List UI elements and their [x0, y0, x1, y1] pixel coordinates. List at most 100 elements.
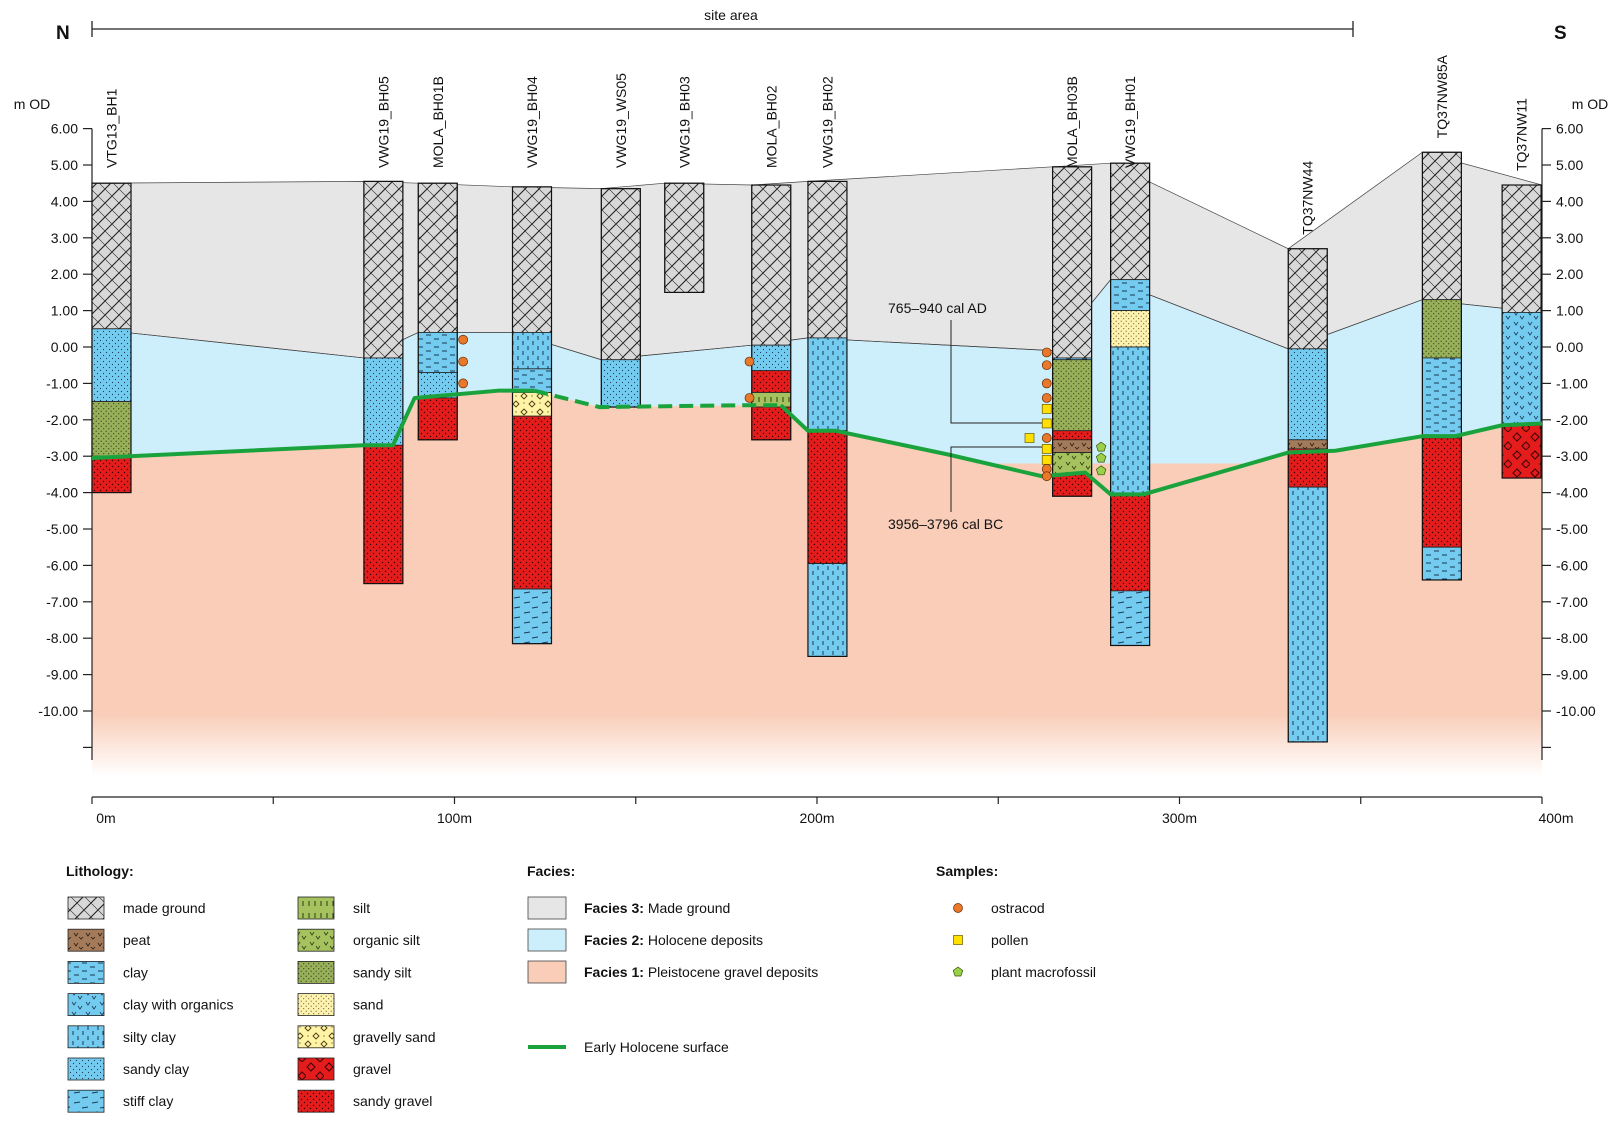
bh-layer-sandy-gravel: [417, 397, 458, 441]
x-tick-label: 0m: [96, 810, 115, 826]
facies-legend-title: Facies:: [527, 863, 575, 879]
date-leader-upper: [950, 320, 1042, 424]
legend-label-plant-macrofossil: plant macrofossil: [991, 964, 1096, 980]
bh-layer-sandy-gravel: [751, 370, 792, 393]
bh-layer-sandy-clay: [600, 359, 641, 408]
left-y-tick-label: -3.00: [46, 448, 78, 464]
sample-ostracod-marker: [1041, 393, 1052, 403]
legend-label-stiff-clay: stiff clay: [123, 1093, 173, 1109]
bh-layer-peat: [1052, 439, 1093, 453]
legend-swatch-stiff-clay: [67, 1089, 105, 1113]
samples: [458, 334, 1107, 482]
right-y-tick-label: -6.00: [1556, 557, 1588, 573]
bh-layer-sandy-clay: [363, 357, 404, 446]
sample-ostracod-marker: [458, 378, 468, 389]
sample-pollen-marker: [1024, 433, 1035, 443]
x-tick-label: 200m: [799, 810, 834, 826]
borehole-TQ37NW11: TQ37NW11: [1501, 98, 1542, 479]
bh-layer-stiff-clay: [512, 588, 552, 645]
right-y-tick-label: -10.00: [1556, 703, 1596, 719]
right-y-tick-label: 6.00: [1556, 121, 1583, 137]
borehole-outline: [511, 186, 553, 645]
legend-swatch-sandy-gravel: [297, 1089, 335, 1113]
surface-legend-label: Early Holocene surface: [584, 1039, 729, 1055]
right-y-tick-label: -4.00: [1556, 485, 1588, 501]
bh-layer-silty-clay: [1110, 346, 1151, 495]
borehole-outline: [1052, 166, 1093, 497]
axes: m OD m OD 6.00 6.00 5.00 5.00 4.00 4.00 3.00 3.…: [14, 96, 1609, 826]
borehole-outline: [417, 182, 458, 441]
left-y-tick-label: 0.00: [51, 339, 78, 355]
sample-ostracod-marker: [744, 393, 755, 403]
bh-layer-made-ground: [751, 184, 792, 346]
surface-line-south: [779, 403, 1543, 497]
borehole-label: VWG19_BH01: [1122, 76, 1138, 168]
bh-layer-sandy-clay: [751, 344, 792, 372]
legend-label-peat: peat: [123, 932, 150, 948]
right-y-tick-label: -8.00: [1556, 630, 1588, 646]
sample-plant-macrofossil-marker: [1095, 452, 1107, 463]
borehole-label: TQ37NW44: [1300, 161, 1316, 235]
right-axis-unit: m OD: [1572, 96, 1609, 112]
right-y-tick-label: -7.00: [1556, 594, 1588, 610]
bh-layer-made-ground: [1287, 248, 1328, 350]
borehole-outline: [751, 184, 792, 441]
legend-label-silty-clay: silty clay: [123, 1029, 176, 1045]
bh-layer-gravelly-sand: [512, 392, 552, 417]
left-y-tick-label: -9.00: [46, 667, 78, 683]
borehole-label: VWG19_WS05: [613, 73, 629, 168]
borehole-MOLA_BH03B: MOLA_BH03B: [1052, 76, 1093, 497]
right-y-tick-label: 1.00: [1556, 303, 1583, 319]
legend-label-sandy-clay: sandy clay: [123, 1061, 189, 1077]
left-y-tick-label: -8.00: [46, 630, 78, 646]
borehole-outline: [1110, 162, 1151, 647]
right-y-tick-label: 2.00: [1556, 266, 1583, 282]
north-label: N: [56, 23, 70, 44]
date-annotation-upper: 765–940 cal AD: [888, 300, 987, 316]
radiocarbon-annotations: 765–940 cal AD 3956–3796 cal BC: [888, 300, 1042, 532]
sample-plant-macrofossil-marker: [1095, 465, 1107, 476]
legend-pollen-icon: [953, 935, 963, 945]
borehole-label: VTG13_BH1: [104, 88, 120, 168]
facies-legend-label: Facies 3: Made ground: [584, 900, 730, 916]
sample-pollen-marker: [1041, 404, 1052, 414]
x-tick-label: 300m: [1162, 810, 1197, 826]
legend-label-sandy-gravel: sandy gravel: [353, 1093, 432, 1109]
legend-swatch-silt: [297, 896, 335, 920]
left-axis-unit: m OD: [14, 96, 51, 112]
bh-layer-sandy-gravel: [807, 430, 848, 564]
borehole-TQ37NW44: TQ37NW44: [1287, 161, 1328, 743]
borehole-outline: [1421, 151, 1462, 581]
sample-plant-macrofossil-marker: [1095, 441, 1107, 452]
samples-legend-title: Samples:: [936, 863, 998, 879]
legend-swatch-made-ground: [67, 896, 105, 920]
legend-label-gravelly-sand: gravelly sand: [353, 1029, 436, 1045]
sample-pollen-marker: [1041, 444, 1052, 454]
x-tick-label: 100m: [437, 810, 472, 826]
legend-swatch-gravel: [297, 1057, 335, 1081]
bh-layer-sandy-gravel: [1052, 473, 1093, 497]
facies-legend: Facies 3: Made ground Facies 2: Holocene …: [527, 896, 818, 984]
lithology-legend-title: Lithology:: [66, 863, 134, 879]
legend-swatch-silty-clay: [67, 1025, 105, 1049]
borehole-MOLA_BH02: MOLA_BH02: [751, 85, 792, 441]
borehole-outline: [664, 182, 705, 293]
bh-layer-peat: [1287, 439, 1328, 450]
date-leader-lower: [950, 446, 1042, 512]
legend-swatch-sandy-silt: [297, 961, 335, 984]
bh-layer-clay: [1421, 546, 1462, 581]
facies-swatch-1: [527, 960, 567, 984]
date-annotation-lower: 3956–3796 cal BC: [888, 516, 1003, 532]
borehole-label: TQ37NW85A: [1434, 54, 1450, 138]
bh-layer-sandy-gravel: [91, 455, 132, 494]
bh-layer-made-ground: [512, 186, 552, 333]
legend-swatch-peat: [67, 928, 105, 952]
left-y-tick-label: -2.00: [46, 412, 78, 428]
legend-label-ostracod: ostracod: [991, 900, 1045, 916]
legend-label-sand: sand: [353, 997, 383, 1013]
bh-layer-sandy-clay: [1287, 348, 1328, 441]
bh-layer-silty-clay: [807, 563, 848, 657]
right-y-tick-label: -9.00: [1556, 667, 1588, 683]
right-y-tick-label: 0.00: [1556, 339, 1583, 355]
bh-layer-made-ground: [664, 182, 705, 293]
